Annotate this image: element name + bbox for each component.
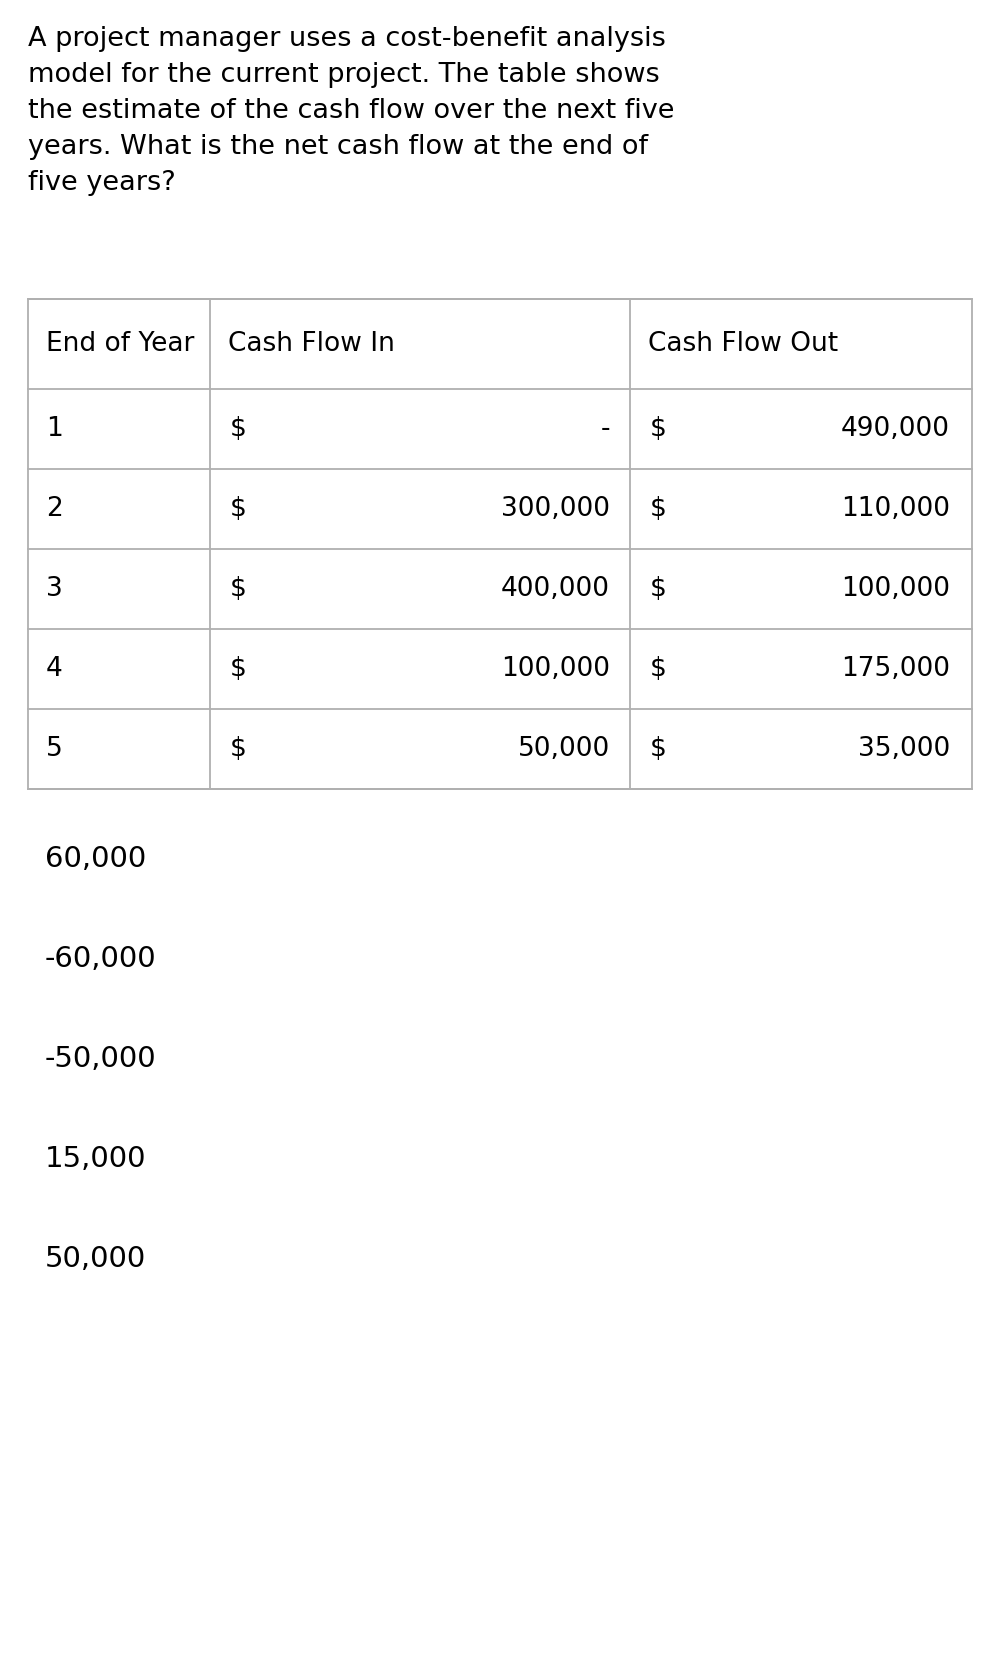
Text: 50,000: 50,000: [518, 736, 610, 762]
Text: 4: 4: [46, 657, 62, 681]
Text: 175,000: 175,000: [841, 657, 950, 681]
Text: 100,000: 100,000: [501, 657, 610, 681]
Text: $: $: [650, 496, 667, 523]
Text: 110,000: 110,000: [841, 496, 950, 523]
Text: 60,000: 60,000: [45, 845, 146, 873]
Text: $: $: [230, 736, 247, 762]
Text: 300,000: 300,000: [501, 496, 610, 523]
Text: 490,000: 490,000: [841, 417, 950, 442]
Text: 1: 1: [46, 417, 62, 442]
Text: $: $: [230, 417, 247, 442]
Text: $: $: [650, 417, 667, 442]
Text: $: $: [650, 657, 667, 681]
Text: 100,000: 100,000: [841, 576, 950, 602]
Text: 3: 3: [46, 576, 62, 602]
Text: Cash Flow In: Cash Flow In: [228, 331, 395, 357]
Text: 35,000: 35,000: [858, 736, 950, 762]
Text: Cash Flow Out: Cash Flow Out: [648, 331, 838, 357]
Text: -: -: [600, 417, 610, 442]
Text: 15,000: 15,000: [45, 1145, 146, 1173]
Text: A project manager uses a cost-benefit analysis
model for the current project. Th: A project manager uses a cost-benefit an…: [28, 26, 675, 197]
Bar: [28, 299, 972, 789]
Text: 5: 5: [46, 736, 62, 762]
Text: -60,000: -60,000: [45, 944, 157, 973]
Text: -50,000: -50,000: [45, 1045, 157, 1073]
Text: $: $: [650, 576, 667, 602]
Text: End of Year: End of Year: [46, 331, 194, 357]
Text: 50,000: 50,000: [45, 1245, 146, 1274]
Text: $: $: [230, 576, 247, 602]
Text: 400,000: 400,000: [501, 576, 610, 602]
Text: $: $: [230, 657, 247, 681]
Text: $: $: [650, 736, 667, 762]
Text: 2: 2: [46, 496, 62, 523]
Text: $: $: [230, 496, 247, 523]
